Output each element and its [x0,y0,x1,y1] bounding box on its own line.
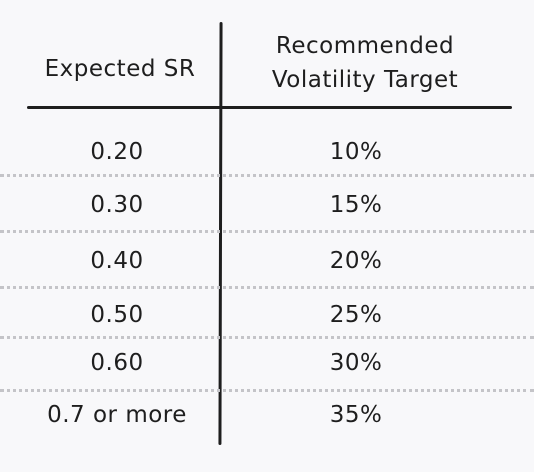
row-separator [0,230,534,233]
header-recommended-volatility-target: Recommended Volatility Target [250,29,480,97]
row-separator [0,336,534,339]
header-right-line-1: Recommended [275,33,455,59]
expected-sr-cell: 0.7 or more [47,402,187,428]
header-right-line-2: Volatility Target [271,67,459,93]
expected-sr-cell: 0.30 [90,192,144,218]
volatility-target-cell: 25% [329,302,383,328]
row-separator [0,174,534,177]
column-divider [218,21,223,446]
volatility-target-cell: 35% [329,402,383,428]
header-expected-sr: Expected SR [44,56,196,82]
expected-sr-cell: 0.20 [90,139,144,165]
expected-sr-cell: 0.40 [90,248,144,274]
volatility-target-cell: 30% [329,350,383,376]
volatility-target-cell: 20% [329,248,383,274]
header-underline [27,106,512,109]
row-separator [0,286,534,289]
expected-sr-cell: 0.50 [90,302,144,328]
volatility-target-cell: 10% [329,139,383,165]
volatility-target-cell: 15% [329,192,383,218]
expected-sr-cell: 0.60 [90,350,144,376]
row-separator [0,389,534,392]
